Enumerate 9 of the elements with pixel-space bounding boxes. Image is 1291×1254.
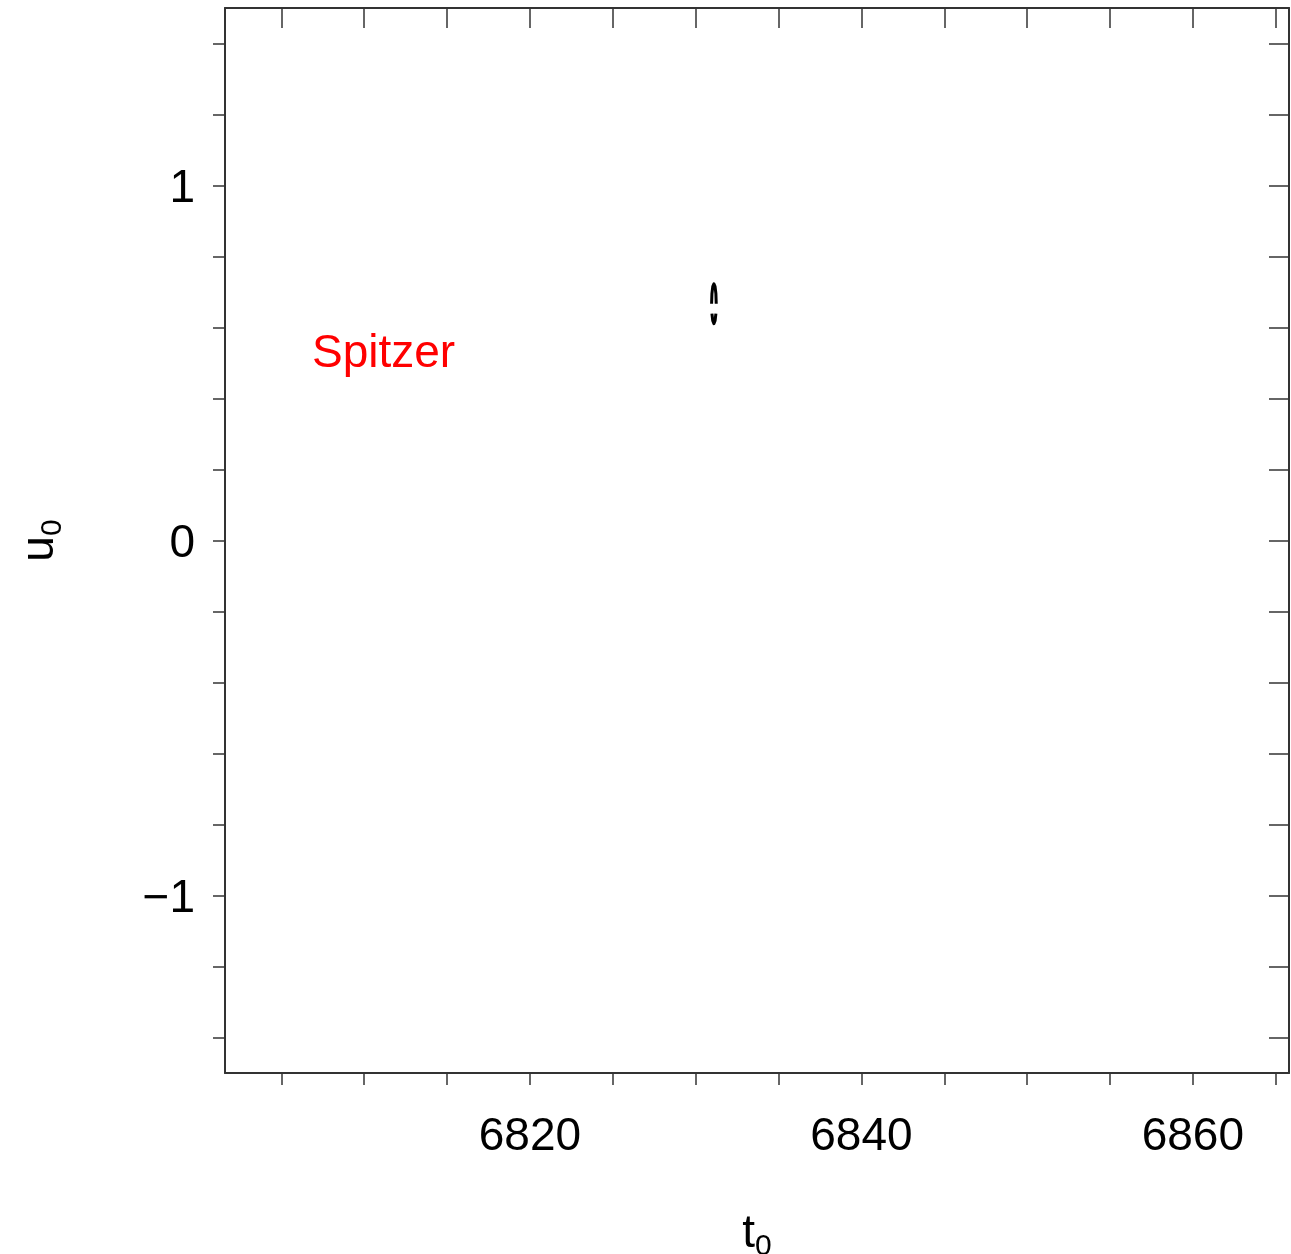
x-tick-label: 6860 xyxy=(1141,1108,1245,1160)
x-tick-label: 6820 xyxy=(478,1108,582,1160)
y-tick-label: 1 xyxy=(169,159,195,212)
y-tick-label: −1 xyxy=(142,869,195,922)
y-tick-label: 0 xyxy=(169,514,195,567)
x-tick-label: 6840 xyxy=(810,1108,913,1160)
annotation: Spitzer xyxy=(312,325,456,377)
line-series xyxy=(710,282,718,306)
y-axis-title: u0 xyxy=(11,519,67,562)
